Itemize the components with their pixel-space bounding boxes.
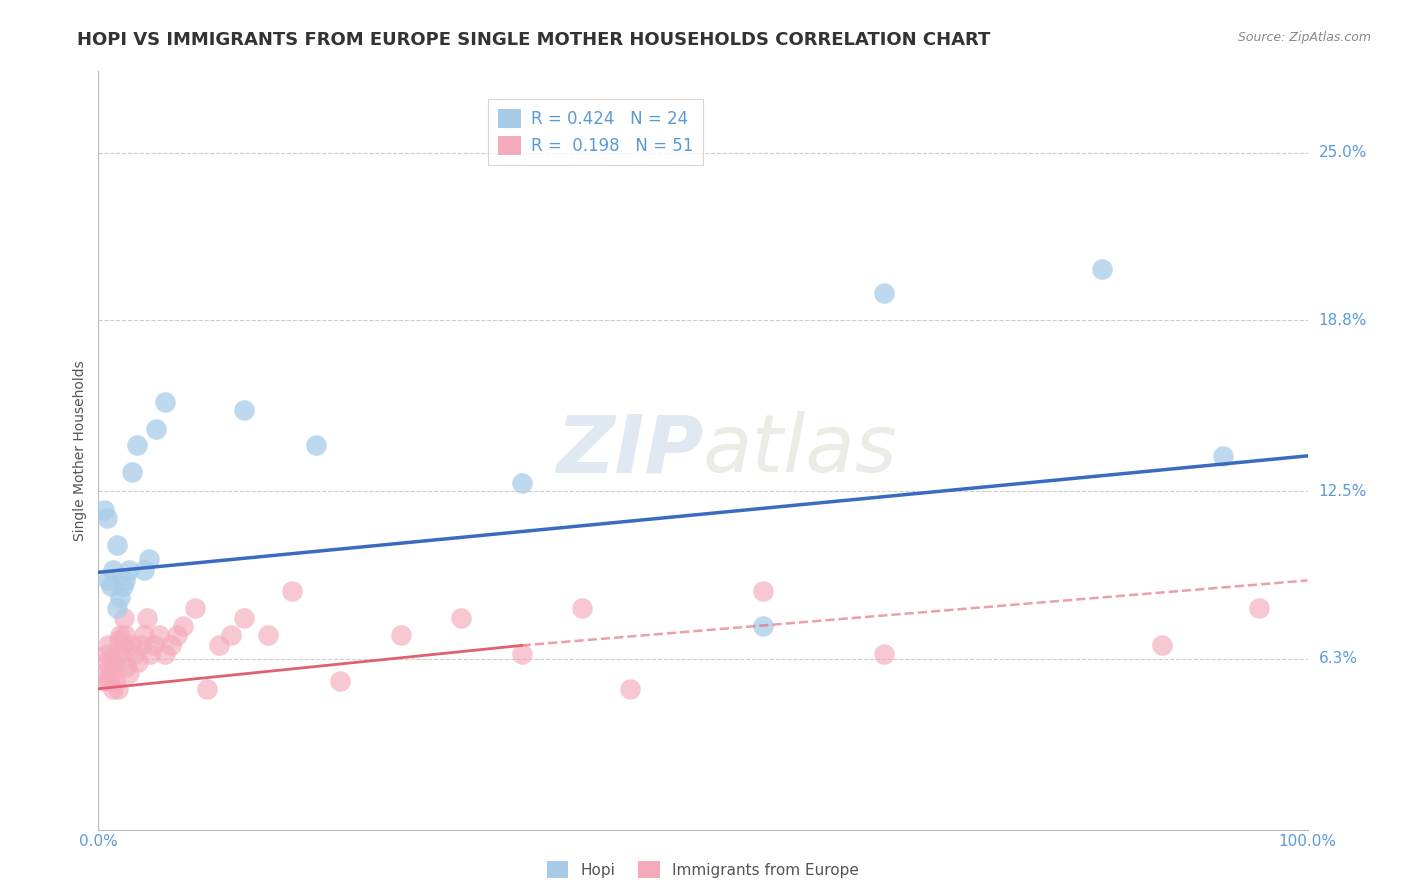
Point: [101, 563, 124, 577]
Point: [93, 673, 115, 688]
Text: atlas: atlas: [703, 411, 898, 490]
Point: [97, 639, 120, 653]
Point: [571, 600, 593, 615]
Point: [108, 627, 131, 641]
Point: [232, 611, 254, 625]
Point: [115, 660, 138, 674]
Point: [129, 639, 152, 653]
Point: [281, 584, 304, 599]
Point: [98, 673, 121, 688]
Point: [1152, 639, 1174, 653]
Text: ZIP: ZIP: [555, 411, 703, 490]
Text: HOPI VS IMMIGRANTS FROM EUROPE SINGLE MOTHER HOUSEHOLDS CORRELATION CHART: HOPI VS IMMIGRANTS FROM EUROPE SINGLE MO…: [77, 31, 991, 49]
Point: [160, 639, 183, 653]
Point: [127, 655, 149, 669]
Point: [105, 600, 128, 615]
Point: [100, 655, 122, 669]
Point: [112, 611, 135, 625]
Point: [104, 673, 127, 688]
Legend: Hopi, Immigrants from Europe: Hopi, Immigrants from Europe: [541, 855, 865, 884]
Point: [145, 422, 167, 436]
Point: [143, 639, 166, 653]
Point: [100, 579, 122, 593]
Point: [118, 563, 141, 577]
Point: [91, 665, 114, 680]
Point: [96, 511, 118, 525]
Point: [135, 611, 157, 625]
Text: 25.0%: 25.0%: [1319, 145, 1367, 160]
Point: [389, 627, 412, 641]
Point: [121, 465, 143, 479]
Point: [110, 647, 132, 661]
Point: [134, 563, 156, 577]
Point: [752, 584, 775, 599]
Point: [153, 394, 176, 409]
Point: [114, 574, 136, 588]
Legend: R = 0.424   N = 24, R =  0.198   N = 51: R = 0.424 N = 24, R = 0.198 N = 51: [488, 99, 703, 166]
Point: [93, 503, 115, 517]
Text: 12.5%: 12.5%: [1319, 483, 1367, 499]
Point: [118, 665, 141, 680]
Point: [111, 579, 134, 593]
Point: [329, 673, 352, 688]
Point: [105, 538, 128, 552]
Point: [134, 627, 156, 641]
Point: [138, 551, 160, 566]
Point: [184, 600, 207, 615]
Point: [103, 660, 125, 674]
Text: Source: ZipAtlas.com: Source: ZipAtlas.com: [1237, 31, 1371, 45]
Point: [111, 639, 134, 653]
Y-axis label: Single Mother Households: Single Mother Households: [73, 360, 87, 541]
Point: [101, 681, 124, 696]
Point: [105, 647, 128, 661]
Point: [221, 627, 243, 641]
Point: [450, 611, 472, 625]
Point: [256, 627, 278, 641]
Point: [96, 647, 118, 661]
Point: [305, 438, 328, 452]
Point: [139, 647, 162, 661]
Point: [1091, 262, 1114, 277]
Point: [1212, 449, 1234, 463]
Point: [166, 627, 188, 641]
Text: 18.8%: 18.8%: [1319, 313, 1367, 328]
Point: [100, 665, 122, 680]
Point: [148, 627, 170, 641]
Point: [107, 681, 129, 696]
Point: [97, 574, 120, 588]
Point: [172, 619, 194, 633]
Point: [108, 590, 131, 604]
Point: [510, 475, 533, 490]
Point: [619, 681, 641, 696]
Point: [752, 619, 775, 633]
Point: [120, 639, 142, 653]
Point: [208, 639, 231, 653]
Point: [127, 438, 149, 452]
Point: [124, 647, 146, 661]
Point: [195, 681, 218, 696]
Point: [873, 647, 896, 661]
Point: [1249, 600, 1271, 615]
Point: [108, 633, 131, 648]
Point: [232, 402, 254, 417]
Text: 6.3%: 6.3%: [1319, 651, 1358, 666]
Point: [94, 655, 117, 669]
Point: [510, 647, 533, 661]
Point: [873, 286, 896, 301]
Point: [114, 627, 136, 641]
Point: [153, 647, 176, 661]
